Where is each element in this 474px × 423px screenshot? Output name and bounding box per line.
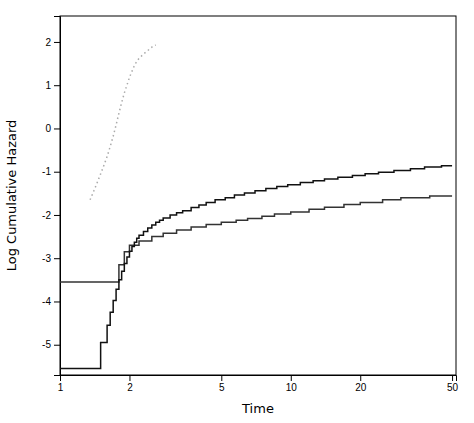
x-tick-mark xyxy=(452,375,453,381)
y-tick: -1 xyxy=(42,166,60,177)
series-group xyxy=(60,45,452,369)
x-tick: 20 xyxy=(355,375,367,393)
x-tick-label: 5 xyxy=(219,382,225,393)
x-tick: 10 xyxy=(286,375,298,393)
y-tick-mark xyxy=(54,301,60,302)
x-axis-line xyxy=(61,376,457,382)
series-line xyxy=(60,196,452,282)
x-tick: 1 xyxy=(58,375,64,393)
y-tick-mark xyxy=(54,215,60,216)
series-line xyxy=(90,45,156,200)
y-tick-label: 1 xyxy=(45,80,51,91)
x-axis-title: Time xyxy=(241,401,274,416)
series-line xyxy=(60,166,452,369)
y-tick-label: -2 xyxy=(42,210,51,221)
y-axis: -5 -4 -3 -2 -1 0 1 2 xyxy=(42,17,60,376)
y-tick: -5 xyxy=(42,339,60,350)
x-tick-label: 20 xyxy=(355,382,367,393)
y-tick: 2 xyxy=(45,37,60,48)
y-tick: 0 xyxy=(45,123,60,134)
y-tick-label: -5 xyxy=(42,339,51,350)
y-tick-mark xyxy=(54,258,60,259)
x-tick: 5 xyxy=(219,375,225,393)
x-tick-mark xyxy=(360,375,361,381)
y-axis-title: Log Cumulative Hazard xyxy=(4,120,19,272)
y-tick-mark xyxy=(54,172,60,173)
y-tick: -4 xyxy=(42,296,60,307)
y-tick-mark xyxy=(54,85,60,86)
y-tick: 1 xyxy=(45,80,60,91)
x-tick-mark xyxy=(291,375,292,381)
x-tick-label: 50 xyxy=(447,382,459,393)
x-tick: 2 xyxy=(127,375,133,393)
y-tick-mark xyxy=(54,345,60,346)
plot-frame xyxy=(60,16,456,375)
x-tick-label: 10 xyxy=(286,382,298,393)
chart: 1 2 5 10 20 50 -5 -4 -3 -2 -1 0 1 2 Time Log Cumulative… xyxy=(0,0,474,423)
y-tick-label: 2 xyxy=(45,37,51,48)
x-tick: 50 xyxy=(447,375,459,393)
x-tick-label: 1 xyxy=(58,382,64,393)
x-tick-label: 2 xyxy=(127,382,133,393)
y-axis-line xyxy=(54,17,61,376)
y-tick-mark xyxy=(54,42,60,43)
y-tick: -2 xyxy=(42,210,60,221)
y-tick-label: -3 xyxy=(42,253,51,264)
y-tick-label: 0 xyxy=(45,123,51,134)
x-tick-mark xyxy=(129,375,130,381)
x-tick-mark xyxy=(221,375,222,381)
x-axis: 1 2 5 10 20 50 xyxy=(58,375,459,393)
y-tick-label: -1 xyxy=(42,166,51,177)
y-tick-label: -4 xyxy=(42,296,51,307)
y-tick: -3 xyxy=(42,253,60,264)
plot: 1 2 5 10 20 50 -5 -4 -3 -2 -1 0 1 2 Time Log Cumulative… xyxy=(4,16,459,416)
y-tick-mark xyxy=(54,128,60,129)
